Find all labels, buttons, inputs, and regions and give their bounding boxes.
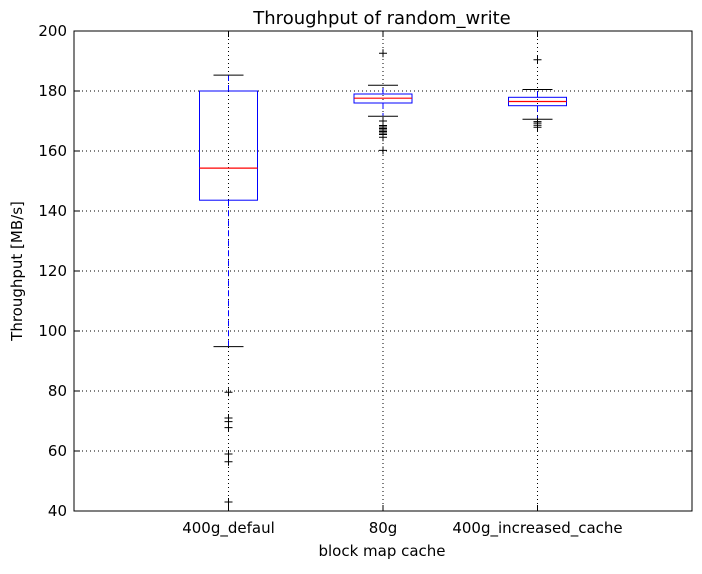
y-tick-label: 80 — [48, 382, 67, 400]
box-group — [353, 49, 413, 155]
box-group — [508, 55, 567, 132]
y-tick-label: 120 — [38, 262, 67, 280]
outlier-point — [224, 388, 233, 397]
outlier-point — [224, 423, 233, 432]
plot-marks — [199, 49, 567, 506]
axis-ticks: 40 60 80 100 120 140 160 180 200 400g_defaul 80g 40… — [38, 22, 692, 538]
x-tick-label: 400g_defaul — [182, 519, 275, 538]
box-iqr — [199, 90, 258, 201]
y-tick-label: 160 — [38, 142, 67, 160]
y-tick-label: 40 — [48, 502, 67, 520]
outlier-point — [224, 498, 233, 506]
outlier-point — [379, 49, 387, 58]
outlier-point — [224, 450, 233, 458]
box-group — [199, 74, 258, 506]
y-tick-label: 100 — [38, 322, 67, 340]
x-tick-label: 80g — [369, 519, 398, 537]
y-tick-label: 140 — [38, 202, 67, 220]
x-axis-label: block map cache — [318, 542, 445, 560]
y-tick-label: 200 — [38, 22, 67, 40]
x-tick-label: 400g_increased_cache — [452, 519, 622, 538]
outlier-point — [379, 146, 387, 155]
outlier-point — [224, 457, 233, 466]
outlier-point — [379, 133, 387, 142]
y-tick-label: 180 — [38, 82, 67, 100]
y-axis-label: Throughput [MB/s] — [8, 201, 26, 342]
outlier-point — [533, 55, 542, 64]
y-tick-label: 60 — [48, 442, 67, 460]
chart-title: Throughput of random_write — [252, 8, 510, 29]
plot-frame — [73, 30, 693, 512]
outlier-point — [533, 123, 542, 132]
